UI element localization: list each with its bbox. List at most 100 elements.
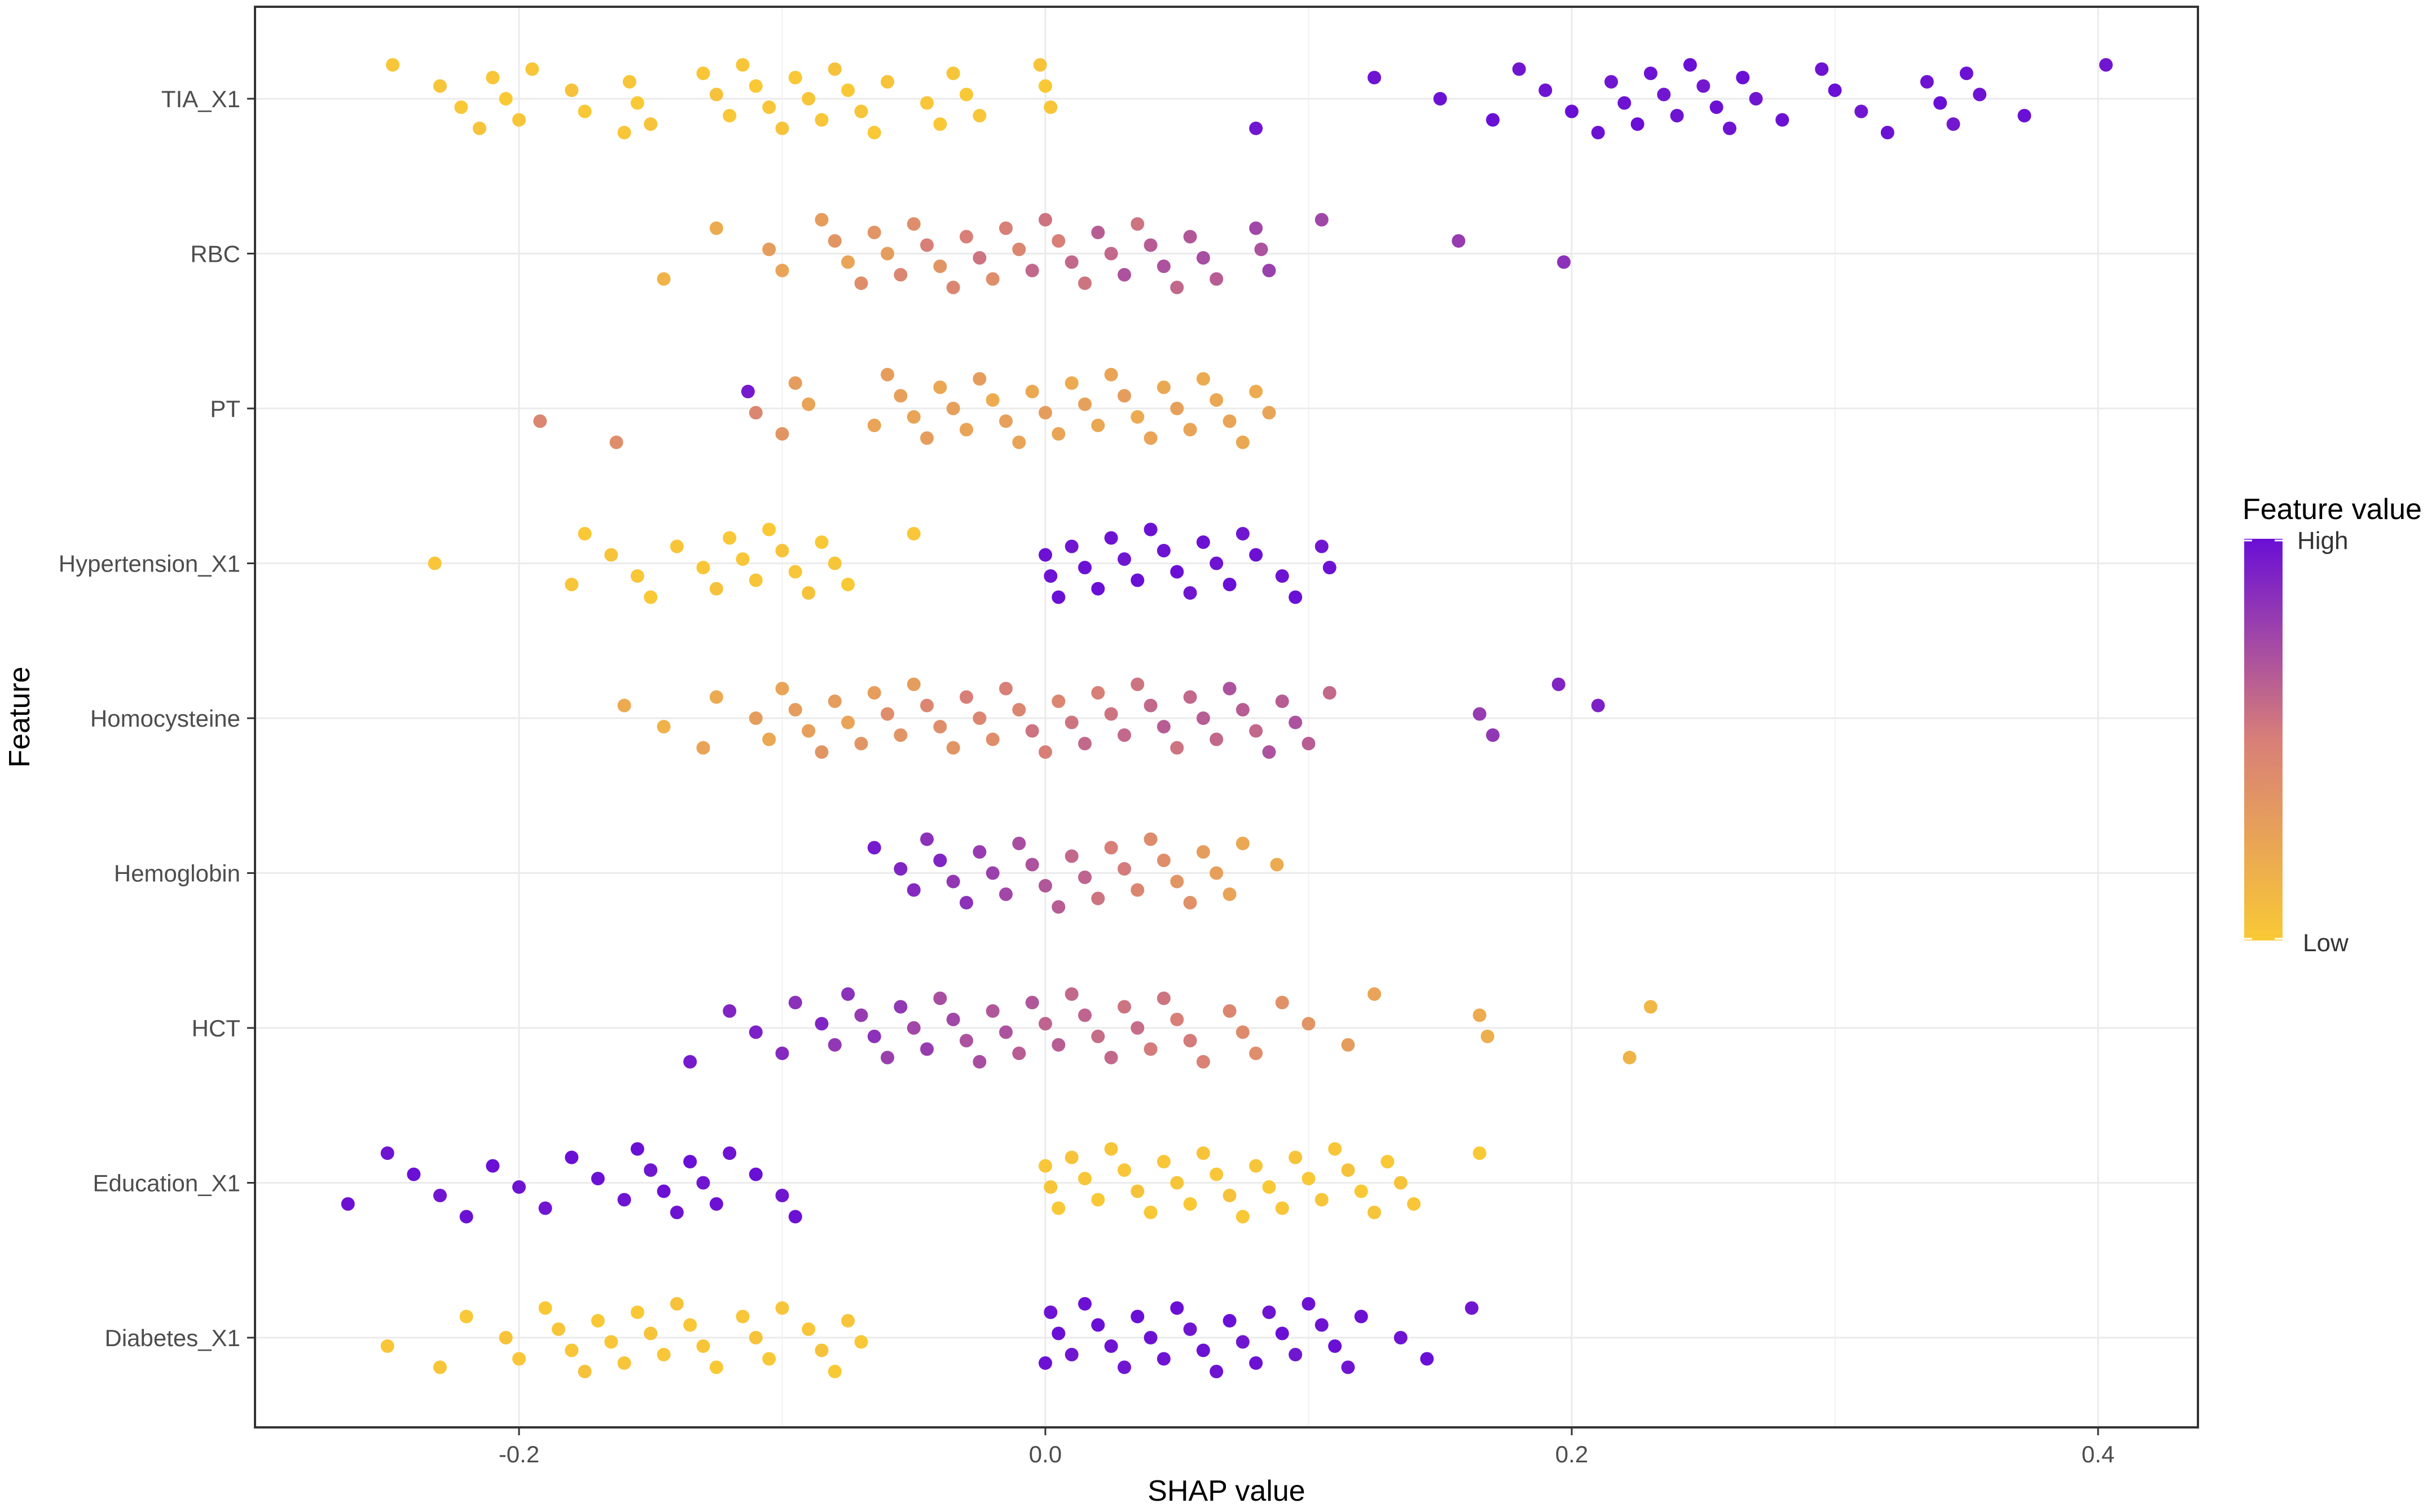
shap-point [1196, 1146, 1210, 1160]
shap-point [960, 690, 973, 704]
shap-point [999, 414, 1013, 428]
shap-point [1393, 1176, 1408, 1190]
shap-point [2099, 58, 2113, 72]
shap-point [960, 423, 973, 437]
shap-point [1131, 1021, 1145, 1035]
shap-point [1144, 431, 1158, 445]
shap-point [1091, 582, 1105, 596]
shap-point [749, 1331, 763, 1344]
y-tick-label: RBC [190, 241, 240, 267]
shap-point [1131, 1184, 1145, 1198]
shap-point [867, 841, 881, 855]
shap-point [1131, 1309, 1145, 1324]
shap-point [1078, 397, 1092, 411]
shap-point [1420, 1352, 1434, 1366]
shap-point [854, 1008, 868, 1022]
shap-point [723, 1146, 737, 1160]
shap-point [1249, 1159, 1263, 1173]
shap-point [986, 1004, 1000, 1018]
x-tick-label: -0.2 [499, 1441, 539, 1467]
shap-point [894, 862, 908, 876]
shap-point [644, 1163, 658, 1177]
shap-point [1433, 92, 1447, 106]
shap-point [1131, 217, 1145, 231]
shap-point [907, 217, 921, 231]
shap-point [2017, 109, 2032, 122]
shap-point [1452, 234, 1466, 248]
shap-point [749, 406, 763, 420]
shap-point [1196, 535, 1210, 549]
shap-point [1052, 695, 1066, 708]
shap-point [1144, 832, 1158, 846]
shap-point [920, 431, 934, 445]
shap-point [960, 87, 973, 102]
shap-point [1557, 255, 1571, 269]
shap-point [723, 109, 737, 122]
shap-point [1210, 272, 1224, 286]
shap-point [933, 260, 947, 273]
shap-point [1617, 96, 1632, 110]
shap-point [1670, 109, 1684, 122]
shap-point [433, 1360, 447, 1374]
shap-point [815, 113, 829, 127]
shap-point [1091, 891, 1105, 906]
shap-point [960, 896, 973, 909]
shap-point [841, 255, 855, 269]
shap-point [1025, 724, 1039, 738]
shap-point [380, 1146, 394, 1160]
shap-point [1322, 686, 1336, 700]
shap-point [1289, 1150, 1303, 1164]
shap-point [1314, 213, 1329, 227]
shap-point [1118, 268, 1131, 282]
shap-point [1380, 1155, 1395, 1168]
shap-point [973, 845, 987, 859]
shap-point [788, 565, 802, 579]
shap-point [1472, 1146, 1487, 1160]
shap-point [881, 368, 895, 381]
shap-point [867, 686, 881, 700]
shap-point [723, 1004, 737, 1018]
shap-point [1946, 117, 1960, 131]
shap-point [907, 678, 921, 691]
shap-point [670, 1206, 684, 1219]
shap-point [1196, 1343, 1210, 1357]
shap-point [788, 996, 802, 1009]
y-tick-label: TIA_X1 [161, 86, 240, 112]
shap-point [775, 1047, 789, 1060]
shap-point [1322, 561, 1336, 574]
shap-point [894, 268, 908, 282]
shap-point [854, 276, 868, 290]
shap-point [683, 1318, 697, 1332]
shap-point [1183, 896, 1197, 909]
shap-point [630, 1142, 644, 1156]
shap-point [1973, 87, 1987, 102]
shap-point [1144, 1206, 1158, 1219]
shap-point [1104, 531, 1118, 545]
shap-point [565, 83, 579, 97]
shap-point [1815, 62, 1829, 76]
legend-high-label: High [2297, 527, 2349, 555]
shap-point [1262, 745, 1276, 759]
shap-point [815, 745, 829, 759]
shap-point [644, 117, 658, 131]
shap-point [762, 100, 776, 114]
shap-point [1012, 243, 1026, 256]
shap-point [933, 117, 947, 131]
shap-point [696, 741, 710, 755]
shap-point [683, 1155, 697, 1168]
plot-panel-border [254, 6, 2199, 1429]
shap-point [696, 1176, 710, 1190]
shap-point [881, 247, 895, 261]
shap-point [894, 1000, 908, 1014]
shap-point [1144, 698, 1158, 713]
shap-point [1289, 590, 1303, 604]
shap-point [828, 234, 842, 248]
shap-point [749, 1025, 763, 1039]
shap-point [1775, 113, 1789, 127]
shap-point [630, 96, 644, 110]
shap-point [828, 1365, 842, 1378]
shap-point [1538, 83, 1553, 97]
legend-colorbar [2244, 539, 2283, 940]
shap-point [815, 213, 829, 227]
shap-point [617, 1193, 631, 1207]
